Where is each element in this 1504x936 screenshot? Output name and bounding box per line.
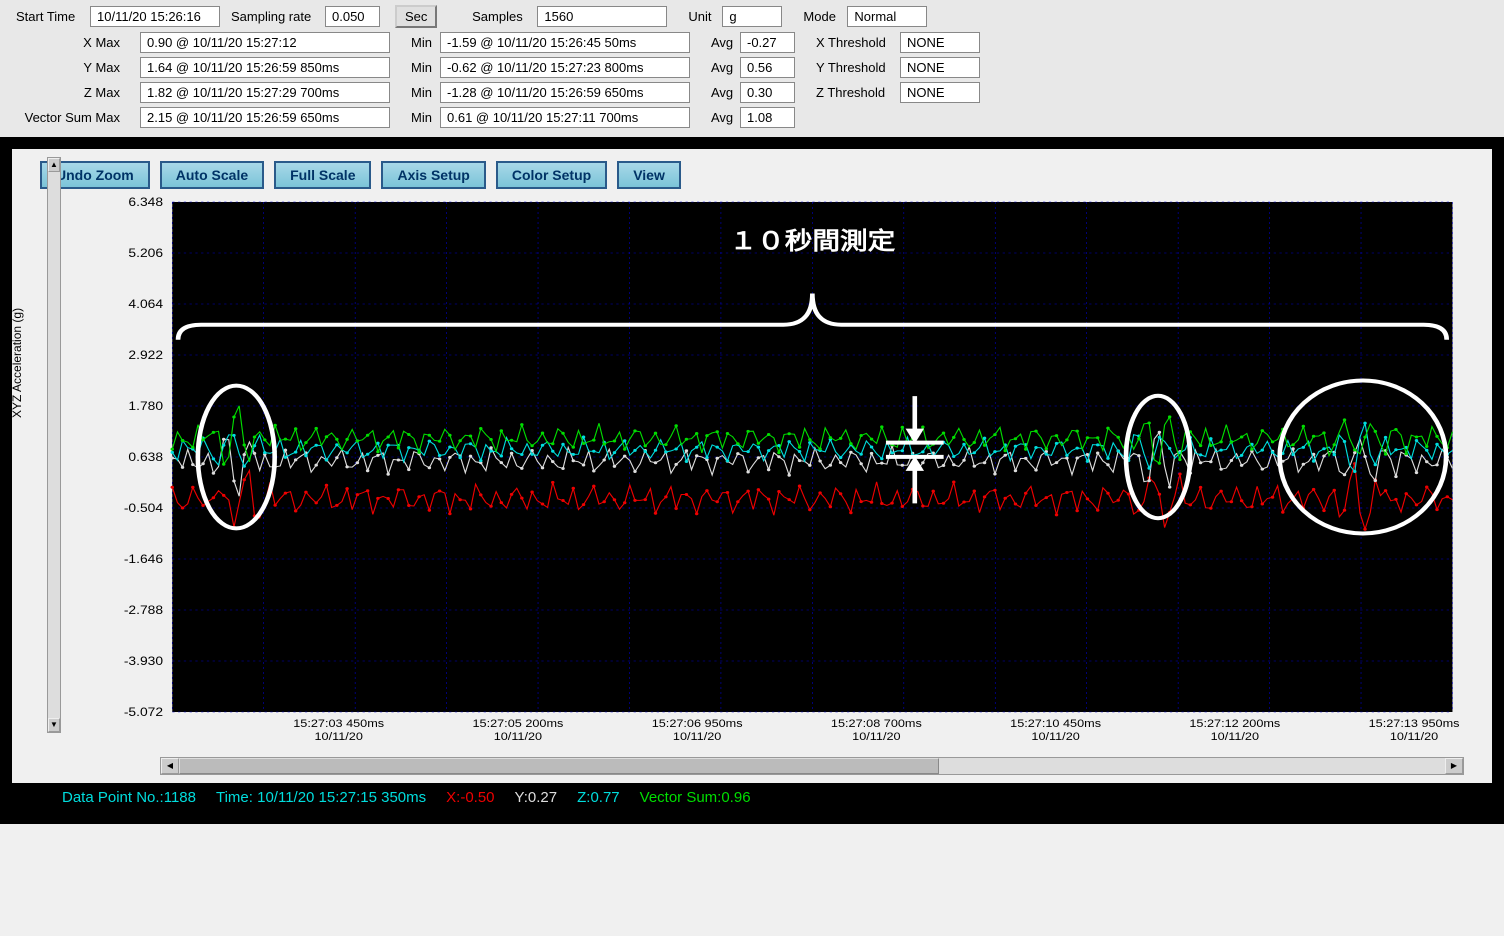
mode-value: Normal (847, 6, 927, 27)
samples-label: Samples (457, 7, 537, 26)
svg-text:5.206: 5.206 (128, 246, 163, 260)
avg-value: 0.30 (740, 82, 795, 103)
status-vectorsum: Vector Sum:0.96 (640, 789, 751, 806)
min-value: -1.28 @ 10/11/20 15:26:59 650ms (440, 82, 690, 103)
chart-inner: Undo ZoomAuto ScaleFull ScaleAxis SetupC… (12, 149, 1492, 783)
mode-label: Mode (797, 7, 847, 26)
svg-text:15:27:13 950ms: 15:27:13 950ms (1369, 717, 1460, 730)
svg-text:15:27:12 200ms: 15:27:12 200ms (1189, 717, 1280, 730)
status-x: X:-0.50 (446, 789, 494, 806)
svg-text:4.064: 4.064 (128, 297, 163, 311)
svg-text:10/11/20: 10/11/20 (1390, 730, 1439, 743)
svg-text:10/11/20: 10/11/20 (673, 730, 722, 743)
min-value: 0.61 @ 10/11/20 15:27:11 700ms (440, 107, 690, 128)
threshold-value: NONE (900, 32, 980, 53)
chart-toolbar: Undo ZoomAuto ScaleFull ScaleAxis SetupC… (20, 157, 1484, 197)
min-label: Min (405, 83, 440, 102)
status-y: Y:0.27 (515, 789, 558, 806)
avg-value: 1.08 (740, 107, 795, 128)
stat-row: X Max 0.90 @ 10/11/20 15:27:12 Min -1.59… (10, 32, 1494, 53)
scroll-up-arrow[interactable]: ▲ (48, 158, 60, 172)
header-panel: Start Time 10/11/20 15:26:16 Sampling ra… (0, 0, 1504, 137)
svg-text:-3.930: -3.930 (124, 654, 163, 668)
unit-label: Unit (682, 7, 722, 26)
start-time-label: Start Time (10, 7, 90, 26)
vertical-scrollbar[interactable]: ▲ ▼ (47, 157, 61, 733)
avg-label: Avg (705, 58, 740, 77)
threshold-label: Z Threshold (810, 83, 900, 102)
sampling-rate-value: 0.050 (325, 6, 380, 27)
sampling-rate-label: Sampling rate (225, 7, 325, 26)
unit-value: g (722, 6, 782, 27)
threshold-value: NONE (900, 57, 980, 78)
scroll-down-arrow[interactable]: ▼ (48, 718, 60, 732)
svg-text:-1.646: -1.646 (124, 552, 163, 566)
svg-text:10/11/20: 10/11/20 (1031, 730, 1080, 743)
scroll-right-arrow[interactable]: ▶ (1445, 758, 1463, 774)
svg-text:6.348: 6.348 (128, 197, 163, 209)
avg-label: Avg (705, 33, 740, 52)
min-value: -1.59 @ 10/11/20 15:26:45 50ms (440, 32, 690, 53)
threshold-label: X Threshold (810, 33, 900, 52)
scroll-thumb[interactable] (179, 758, 939, 774)
svg-text:１０秒間測定: １０秒間測定 (729, 227, 895, 255)
min-label: Min (405, 58, 440, 77)
svg-text:0.638: 0.638 (128, 450, 163, 464)
svg-text:15:27:08 700ms: 15:27:08 700ms (831, 717, 922, 730)
max-label: Vector Sum Max (10, 108, 140, 127)
start-time-value: 10/11/20 15:26:16 (90, 6, 220, 27)
svg-text:15:27:06 950ms: 15:27:06 950ms (652, 717, 743, 730)
view-button[interactable]: View (617, 161, 681, 189)
stat-row: Z Max 1.82 @ 10/11/20 15:27:29 700ms Min… (10, 82, 1494, 103)
color-setup-button[interactable]: Color Setup (496, 161, 607, 189)
stat-row: Y Max 1.64 @ 10/11/20 15:26:59 850ms Min… (10, 57, 1494, 78)
svg-text:10/11/20: 10/11/20 (494, 730, 543, 743)
max-value: 1.82 @ 10/11/20 15:27:29 700ms (140, 82, 390, 103)
chart-area: Undo ZoomAuto ScaleFull ScaleAxis SetupC… (0, 137, 1504, 824)
status-bar: Data Point No.:1188 Time: 10/11/20 15:27… (12, 783, 1492, 812)
svg-text:10/11/20: 10/11/20 (852, 730, 901, 743)
avg-label: Avg (705, 83, 740, 102)
min-label: Min (405, 33, 440, 52)
max-label: Z Max (10, 83, 140, 102)
max-value: 2.15 @ 10/11/20 15:26:59 650ms (140, 107, 390, 128)
max-label: Y Max (10, 58, 140, 77)
svg-text:10/11/20: 10/11/20 (1211, 730, 1260, 743)
svg-text:2.922: 2.922 (128, 348, 163, 362)
auto-scale-button[interactable]: Auto Scale (160, 161, 264, 189)
avg-value: 0.56 (740, 57, 795, 78)
status-datapoint: Data Point No.:1188 (62, 789, 196, 806)
avg-value: -0.27 (740, 32, 795, 53)
horizontal-scrollbar[interactable]: ◀ ▶ (160, 757, 1464, 775)
axis-setup-button[interactable]: Axis Setup (381, 161, 485, 189)
sec-button[interactable]: Sec (395, 5, 437, 28)
samples-value: 1560 (537, 6, 667, 27)
scroll-left-arrow[interactable]: ◀ (161, 758, 179, 774)
svg-text:15:27:10 450ms: 15:27:10 450ms (1010, 717, 1101, 730)
avg-label: Avg (705, 108, 740, 127)
y-axis-label: XYZ Acceleration (g) (10, 308, 24, 418)
chart-plot[interactable]: 6.348 5.206 4.064 2.922 1.780 0.638 -0.504 -1.6… (80, 197, 1464, 757)
svg-text:10/11/20: 10/11/20 (314, 730, 363, 743)
stat-row: Vector Sum Max 2.15 @ 10/11/20 15:26:59 … (10, 107, 1494, 128)
svg-text:-0.504: -0.504 (124, 501, 163, 515)
status-z: Z:0.77 (577, 789, 620, 806)
threshold-label: Y Threshold (810, 58, 900, 77)
max-label: X Max (10, 33, 140, 52)
svg-text:-5.072: -5.072 (124, 705, 163, 719)
full-scale-button[interactable]: Full Scale (274, 161, 371, 189)
svg-text:15:27:05 200ms: 15:27:05 200ms (472, 717, 563, 730)
threshold-value: NONE (900, 82, 980, 103)
min-label: Min (405, 108, 440, 127)
svg-text:1.780: 1.780 (128, 399, 163, 413)
svg-text:15:27:03 450ms: 15:27:03 450ms (293, 717, 384, 730)
status-time: Time: 10/11/20 15:27:15 350ms (216, 789, 426, 806)
svg-text:-2.788: -2.788 (124, 603, 163, 617)
max-value: 0.90 @ 10/11/20 15:27:12 (140, 32, 390, 53)
min-value: -0.62 @ 10/11/20 15:27:23 800ms (440, 57, 690, 78)
max-value: 1.64 @ 10/11/20 15:26:59 850ms (140, 57, 390, 78)
